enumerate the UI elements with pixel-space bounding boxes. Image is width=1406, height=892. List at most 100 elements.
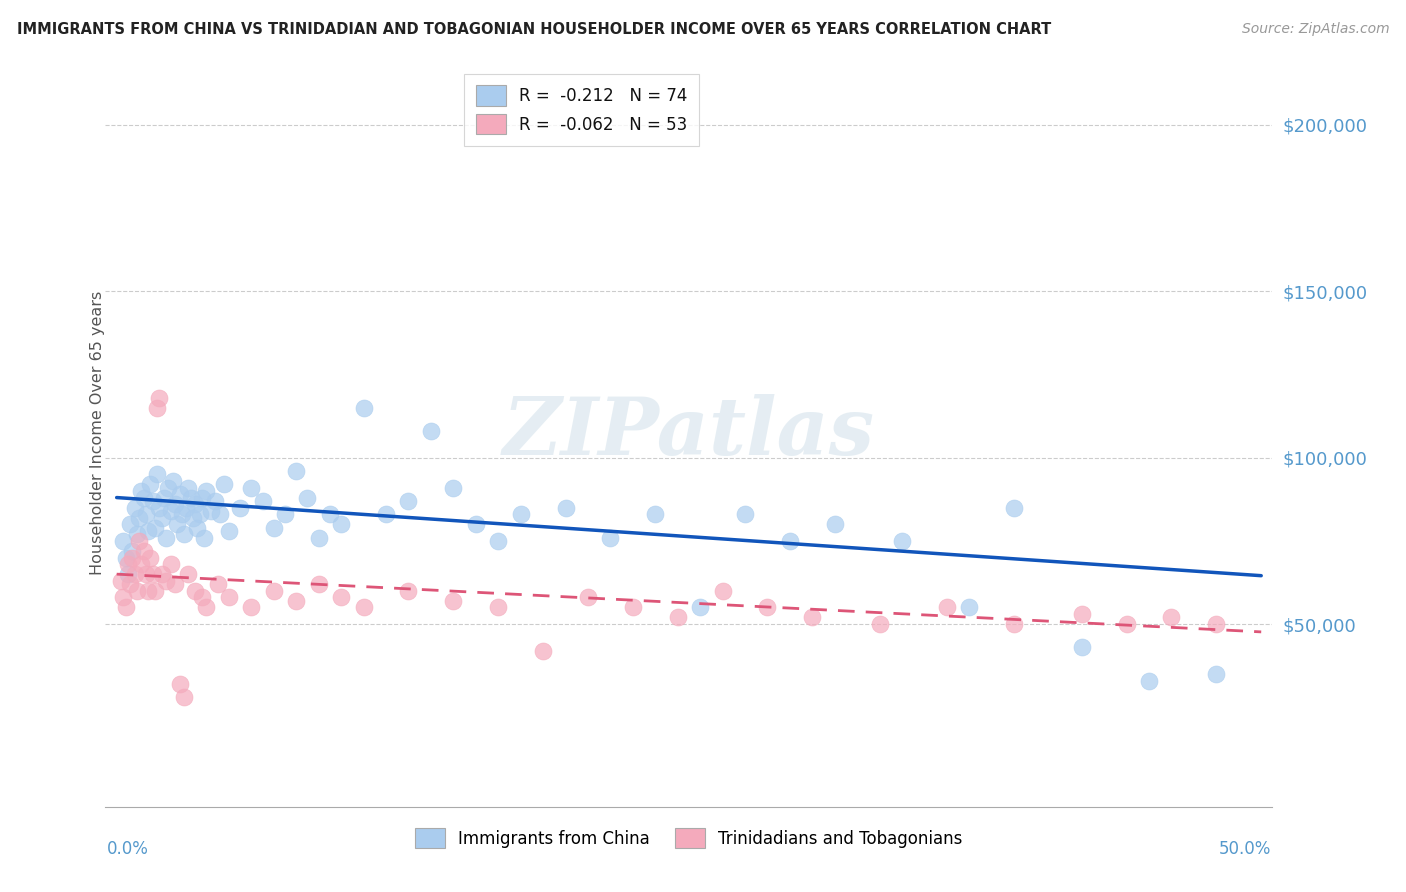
Point [131, 557, 153, 571]
Point [1115, 617, 1137, 632]
Point [375, 507, 398, 521]
Text: IMMIGRANTS FROM CHINA VS TRINIDADIAN AND TOBAGONIAN HOUSEHOLDER INCOME OVER 65 Y: IMMIGRANTS FROM CHINA VS TRINIDADIAN AND… [17, 22, 1052, 37]
Point [121, 544, 143, 558]
Point [112, 591, 135, 605]
Point [214, 477, 236, 491]
Point [959, 600, 981, 615]
Point [666, 610, 689, 624]
Point [125, 527, 148, 541]
Point [204, 494, 226, 508]
Point [153, 491, 174, 505]
Text: 0.0%: 0.0% [107, 840, 149, 858]
Point [135, 507, 157, 521]
Point [170, 507, 193, 521]
Point [124, 500, 146, 515]
Point [486, 533, 509, 548]
Point [148, 391, 170, 405]
Point [419, 424, 441, 438]
Point [125, 583, 148, 598]
Point [181, 510, 204, 524]
Point [207, 577, 229, 591]
Point [169, 487, 191, 501]
Point [146, 401, 169, 415]
Point [121, 550, 143, 565]
Point [191, 591, 214, 605]
Point [136, 583, 159, 598]
Point [148, 500, 170, 515]
Point [252, 494, 274, 508]
Point [285, 464, 308, 478]
Point [150, 567, 173, 582]
Point [621, 600, 644, 615]
Point [1205, 617, 1227, 632]
Point [208, 507, 231, 521]
Point [734, 507, 756, 521]
Point [143, 583, 166, 598]
Point [177, 567, 200, 582]
Point [155, 531, 177, 545]
Point [180, 491, 202, 505]
Point [139, 477, 162, 491]
Point [263, 520, 285, 534]
Point [644, 507, 666, 521]
Point [711, 583, 734, 598]
Point [131, 483, 153, 498]
Legend: Immigrants from China, Trinidadians and Tobagonians: Immigrants from China, Trinidadians and … [408, 822, 970, 855]
Point [756, 600, 779, 615]
Point [218, 591, 240, 605]
Point [139, 550, 162, 565]
Point [163, 497, 186, 511]
Point [1160, 610, 1182, 624]
Point [285, 594, 308, 608]
Point [128, 533, 150, 548]
Point [1137, 673, 1160, 688]
Point [117, 557, 139, 571]
Point [441, 594, 464, 608]
Point [441, 481, 464, 495]
Point [218, 524, 240, 538]
Point [263, 583, 285, 598]
Point [120, 517, 142, 532]
Point [509, 507, 531, 521]
Point [297, 491, 319, 505]
Point [135, 567, 157, 582]
Point [128, 510, 150, 524]
Point [554, 500, 576, 515]
Point [166, 517, 188, 532]
Point [195, 600, 218, 615]
Point [240, 481, 263, 495]
Text: ZIPatlas: ZIPatlas [503, 394, 875, 471]
Point [891, 533, 914, 548]
Text: Source: ZipAtlas.com: Source: ZipAtlas.com [1241, 22, 1389, 37]
Point [114, 600, 136, 615]
Point [801, 610, 824, 624]
Point [779, 533, 801, 548]
Point [396, 494, 419, 508]
Point [1070, 640, 1092, 655]
Point [274, 507, 297, 521]
Point [308, 577, 330, 591]
Point [132, 544, 155, 558]
Point [396, 583, 419, 598]
Point [120, 577, 142, 591]
Point [689, 600, 711, 615]
Point [114, 550, 136, 565]
Point [936, 600, 959, 615]
Point [173, 690, 195, 705]
Y-axis label: Householder Income Over 65 years: Householder Income Over 65 years [90, 291, 104, 574]
Point [159, 557, 181, 571]
Point [1070, 607, 1092, 621]
Point [188, 507, 211, 521]
Point [200, 504, 222, 518]
Point [184, 497, 207, 511]
Point [330, 517, 353, 532]
Point [132, 491, 155, 505]
Point [117, 567, 139, 582]
Point [330, 591, 353, 605]
Point [353, 401, 375, 415]
Point [869, 617, 891, 632]
Point [163, 577, 186, 591]
Point [143, 520, 166, 534]
Text: 50.0%: 50.0% [1219, 840, 1271, 858]
Point [824, 517, 846, 532]
